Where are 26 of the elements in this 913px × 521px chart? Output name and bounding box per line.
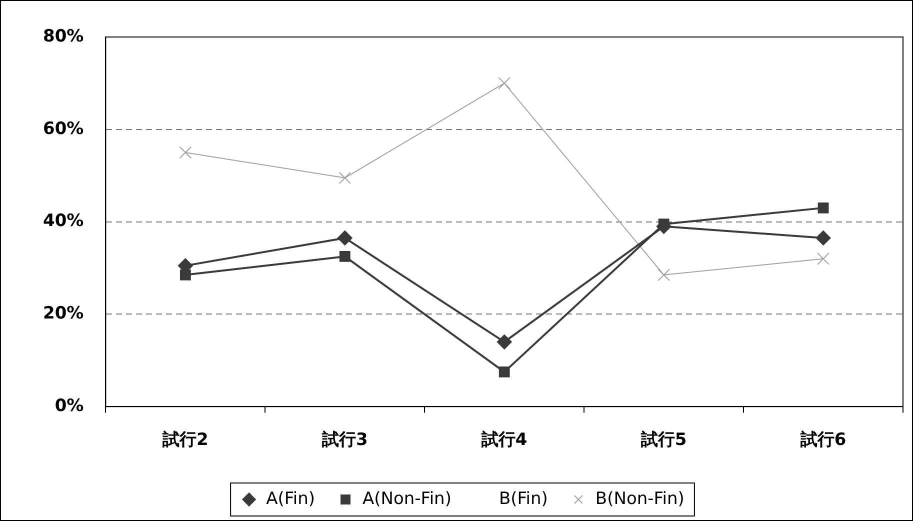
point (180, 269, 191, 280)
point (179, 146, 192, 159)
x-tick-label: 試行2 (162, 430, 208, 450)
point (338, 172, 352, 184)
x-tick-label: 試行6 (799, 430, 846, 450)
point (498, 77, 510, 90)
point (658, 268, 670, 282)
point (337, 230, 352, 246)
legend-label: A(Non-Fin) (362, 488, 452, 509)
point (496, 334, 512, 350)
point (498, 366, 510, 378)
y-tick-label: 20% (42, 304, 84, 324)
y-tick-label: 60% (42, 118, 84, 139)
text: B(Fin) (498, 488, 548, 509)
point (818, 202, 829, 214)
x-tick-label: 試行4 (480, 430, 528, 450)
x-tick-label: 試行3 (320, 430, 368, 450)
point (339, 251, 350, 262)
legend-label: B(Non-Fin) (595, 488, 684, 509)
point (817, 252, 830, 265)
y-tick-label: 0% (54, 396, 84, 416)
x-tick-label: 試行5 (640, 430, 687, 450)
y-tick-label: 40% (42, 211, 84, 232)
point (816, 230, 831, 246)
y-tick-label: 80% (42, 26, 84, 46)
legend-label: A(Fin) (266, 488, 316, 509)
